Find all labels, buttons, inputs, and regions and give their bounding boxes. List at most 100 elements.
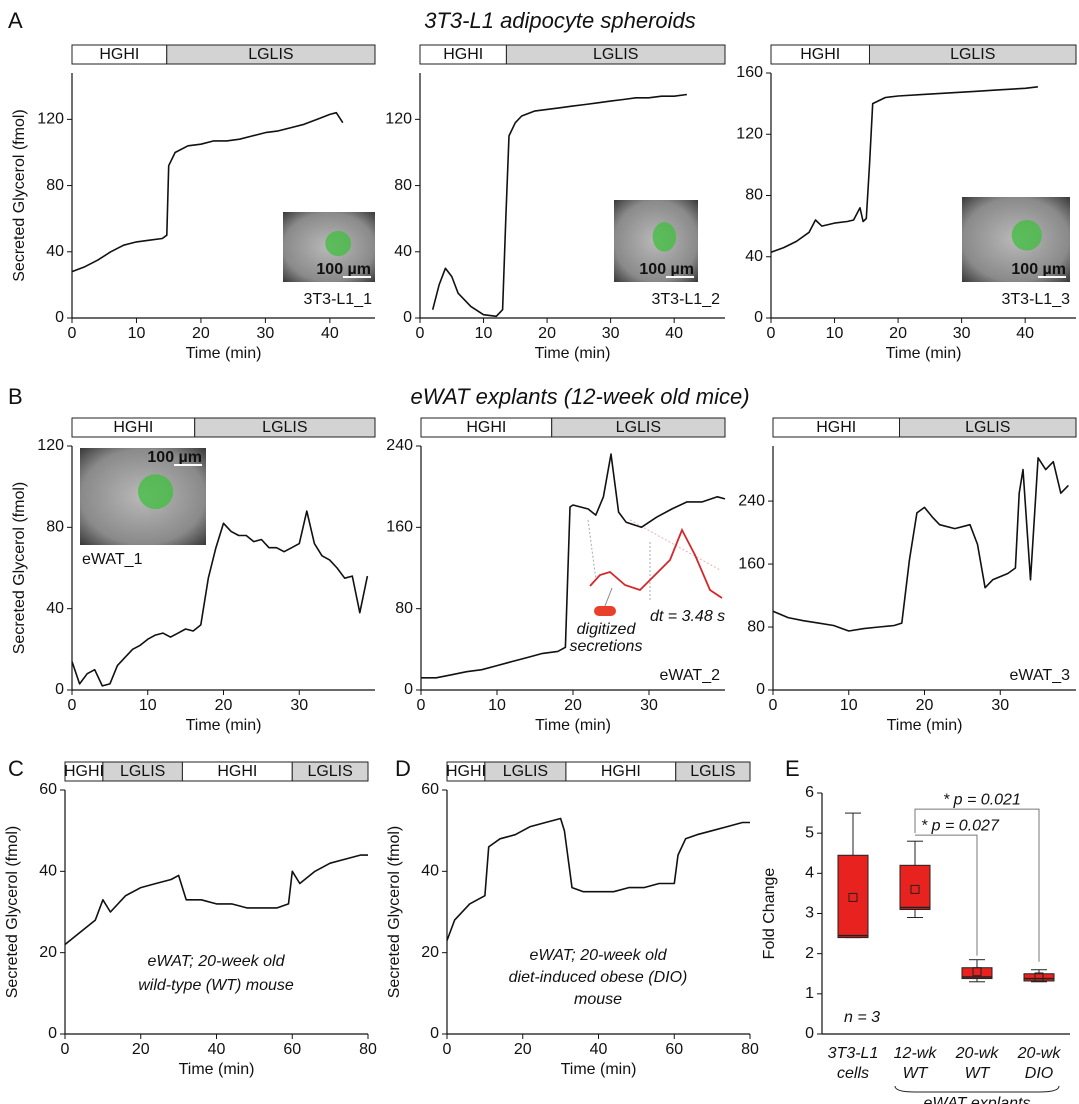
phase-label: LGLIS (965, 419, 1010, 436)
data-line (421, 453, 726, 679)
x-tick-label: 60 (665, 1041, 683, 1058)
phase-label: LGLIS (262, 419, 307, 436)
y-tick-label: 3 (805, 905, 814, 922)
x-tick-label: 20 (514, 1041, 532, 1058)
annotation: mouse (574, 991, 622, 1008)
x-tick-label: 20 (132, 1041, 150, 1058)
phase-bar (551, 417, 726, 438)
y-tick-label: 0 (430, 1025, 439, 1042)
phase-bar (505, 44, 726, 65)
x-tick-label: 80 (741, 1041, 759, 1058)
y-tick-label: 80 (46, 177, 64, 194)
inset-label: eWAT_1 (82, 551, 143, 568)
annotation: diet-induced obese (DIO) (509, 969, 688, 986)
phase-label: HGHI (217, 763, 257, 780)
data-line (71, 510, 369, 687)
panel-label: C (8, 756, 24, 781)
x-tick-label: 12-wk (894, 1045, 938, 1062)
section-title: 3T3-L1 adipocyte spheroids (424, 8, 696, 33)
phase-label: LGLIS (503, 763, 548, 780)
y-tick-label: 240 (738, 492, 765, 509)
x-tick-label: 30 (991, 697, 1009, 714)
x-tick-label: 0 (61, 1041, 70, 1058)
box (1023, 973, 1055, 982)
mean-marker (972, 967, 982, 977)
y-tick-label: 160 (386, 519, 413, 536)
data-line (71, 111, 344, 273)
y-tick-label: 6 (805, 784, 814, 801)
inset-cells (1011, 219, 1042, 251)
phase-label: HGHI (443, 46, 483, 63)
y-tick-label: 60 (421, 781, 439, 798)
y-tick-label: 1 (805, 985, 814, 1002)
x-axis-label: Time (min) (886, 345, 962, 362)
x-tick-label: 20-wk (1017, 1045, 1062, 1062)
phase-label: LGLIS (690, 763, 735, 780)
x-tick-label: 80 (359, 1041, 377, 1058)
scale-label: 100 µm (147, 449, 202, 466)
scale-label: 100 µm (316, 261, 371, 278)
y-tick-label: 0 (48, 1025, 57, 1042)
x-tick-label: WT (965, 1065, 991, 1082)
x-tick-label: 20 (916, 697, 934, 714)
y-tick-label: 240 (386, 437, 413, 454)
data-line (772, 457, 1069, 632)
y-tick-label: 120 (736, 125, 763, 142)
inset-cells (325, 230, 352, 257)
annotation: n = 3 (844, 1009, 880, 1026)
y-tick-label: 40 (745, 248, 763, 265)
x-axis-label: Time (min) (887, 717, 963, 734)
panel-label: D (395, 756, 411, 781)
x-tick-label: 30 (290, 697, 308, 714)
sig-bracket (914, 808, 1040, 962)
y-tick-label: 40 (39, 863, 57, 880)
x-tick-label: 20 (215, 697, 233, 714)
x-tick-label: 0 (68, 697, 77, 714)
y-tick-label: 0 (754, 309, 763, 326)
x-tick-label: 40 (590, 1041, 608, 1058)
x-tick-label: 10 (139, 697, 157, 714)
x-tick-label: 10 (475, 325, 493, 342)
x-tick-label: 40 (321, 325, 339, 342)
phase-bar (291, 761, 369, 782)
y-axis-label: Secreted Glycerol (fmol) (11, 482, 28, 655)
phase-bar (899, 417, 1077, 438)
inset-label: eWAT_2 (660, 667, 721, 684)
x-tick-label: 30 (602, 325, 620, 342)
y-tick-label: 0 (55, 309, 64, 326)
y-axis-label: Secreted Glycerol (fmol) (11, 109, 28, 282)
y-tick-label: 2 (805, 945, 814, 962)
mean-marker (848, 892, 858, 902)
phase-label: HGHI (64, 763, 104, 780)
y-tick-label: 120 (37, 437, 64, 454)
y-tick-label: 0 (55, 681, 64, 698)
x-tick-label: WT (903, 1065, 929, 1082)
data-line (64, 854, 368, 946)
x-tick-label: DIO (1025, 1065, 1053, 1082)
x-tick-label: 0 (416, 325, 425, 342)
y-tick-label: 80 (46, 519, 64, 536)
x-axis-label: Time (min) (179, 1061, 255, 1078)
phase-label: HGHI (800, 46, 840, 63)
phase-label: LGLIS (593, 46, 638, 63)
x-axis-label: Time (min) (186, 345, 262, 362)
x-tick-label: 10 (826, 325, 844, 342)
x-axis-label: Time (min) (561, 1061, 637, 1078)
inset-label: 3T3-L1_1 (304, 291, 373, 308)
y-tick-label: 80 (394, 177, 412, 194)
x-axis-label: Time (min) (535, 717, 611, 734)
y-tick-label: 4 (805, 865, 814, 882)
phase-bar (194, 417, 376, 438)
panel-label: B (8, 384, 23, 409)
x-tick-label: 0 (68, 325, 77, 342)
annotation: digitized (577, 621, 637, 638)
phase-label: LGLIS (120, 763, 165, 780)
x-tick-label: 0 (767, 325, 776, 342)
x-tick-label: 30 (953, 325, 971, 342)
y-tick-label: 160 (738, 555, 765, 572)
x-tick-label: 30 (640, 697, 658, 714)
x-tick-label: 30 (257, 325, 275, 342)
x-axis-label: Time (min) (535, 345, 611, 362)
y-tick-label: 80 (747, 618, 765, 635)
y-tick-label: 160 (736, 64, 763, 81)
